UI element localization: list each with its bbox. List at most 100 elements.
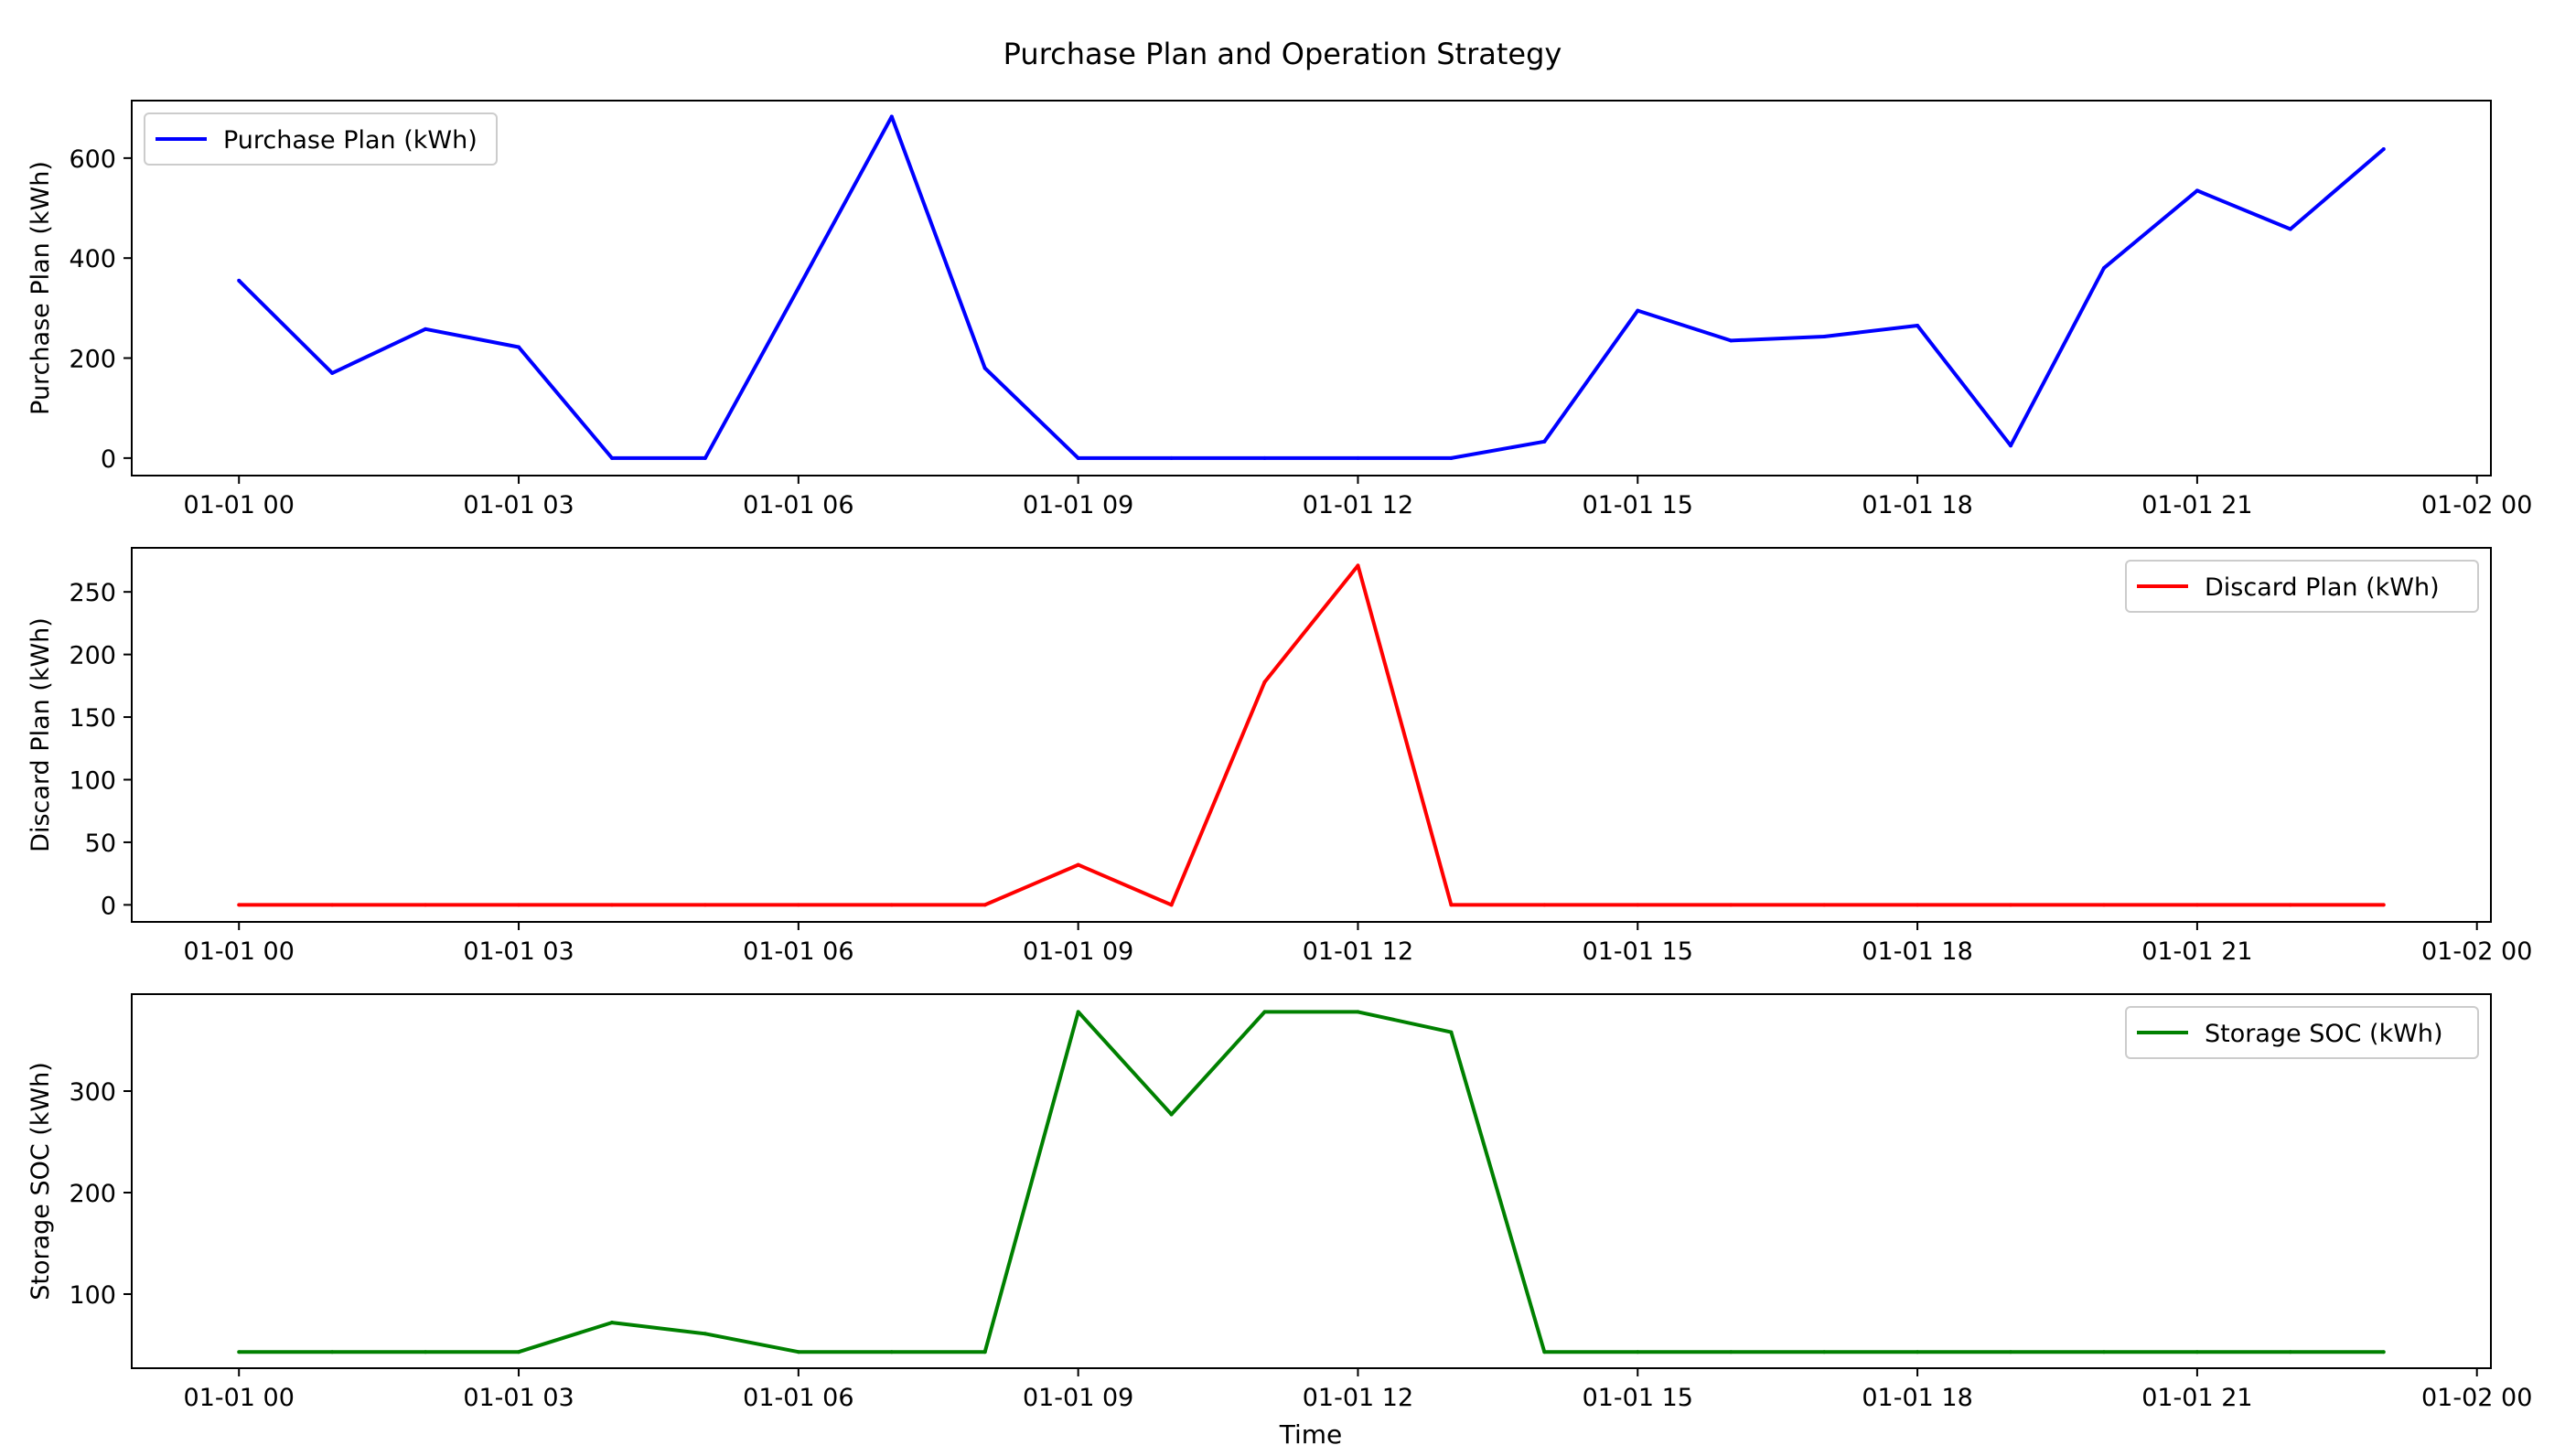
series-line: [239, 1010, 2384, 1354]
x-tick-label: 01-01 12: [1303, 491, 1413, 519]
x-tick-label: 01-02 00: [2421, 937, 2532, 966]
data-point: [1449, 903, 1454, 907]
y-tick-label: 600: [69, 145, 116, 174]
data-point: [1262, 455, 1267, 460]
data-point: [517, 345, 521, 349]
data-point: [609, 1321, 614, 1325]
x-tick-label: 01-02 00: [2421, 1384, 2532, 1412]
data-point: [330, 370, 335, 375]
data-point: [1636, 903, 1640, 907]
data-point: [609, 903, 614, 907]
data-point: [1636, 308, 1640, 313]
data-point: [517, 903, 521, 907]
data-point: [1262, 1010, 1267, 1014]
chart-panel-2: 01-01 00 01-01 03 01-01 06 01-01 09 01-01 12…: [27, 547, 2532, 966]
x-tick-label: 01-01 03: [463, 937, 574, 966]
data-point: [1356, 1010, 1360, 1014]
data-point: [2009, 903, 2013, 907]
data-point: [982, 1350, 987, 1354]
y-axis-label: Purchase Plan (kWh): [27, 161, 55, 415]
data-point: [424, 903, 428, 907]
legend-label: Purchase Plan (kWh): [223, 126, 478, 155]
x-tick-label: 01-01 09: [1023, 1384, 1133, 1412]
data-point: [2381, 903, 2386, 907]
x-tick-label: 01-01 03: [463, 1384, 574, 1412]
figure-title: Purchase Plan and Operation Strategy: [1003, 37, 1562, 71]
data-point: [330, 1350, 335, 1354]
data-point: [2195, 1350, 2199, 1354]
data-point: [2101, 1350, 2106, 1354]
data-point: [330, 903, 335, 907]
plot-frame: [131, 547, 2492, 923]
x-tick-label: 01-01 00: [184, 937, 295, 966]
data-point: [796, 286, 800, 290]
data-point: [1822, 1350, 1827, 1354]
data-point: [1356, 455, 1360, 460]
x-tick-label: 01-01 21: [2141, 937, 2252, 966]
data-point: [1169, 1112, 1174, 1117]
x-tick-label: 01-01 12: [1303, 937, 1413, 966]
data-point: [982, 366, 987, 370]
data-point: [1449, 455, 1454, 460]
data-point: [2101, 903, 2106, 907]
data-point: [1262, 680, 1267, 684]
data-point: [1169, 455, 1174, 460]
x-tick-label: 01-01 06: [743, 491, 853, 519]
data-point: [237, 278, 241, 283]
x-axis-label: Time: [1279, 1419, 1343, 1450]
x-tick-label: 01-02 00: [2421, 491, 2532, 519]
x-tick-label: 01-01 21: [2141, 1384, 2252, 1412]
data-point: [2009, 444, 2013, 448]
x-tick-label: 01-01 03: [463, 491, 574, 519]
data-point: [1822, 903, 1827, 907]
y-tick-label: 200: [69, 642, 116, 670]
legend-box: [2125, 560, 2479, 613]
y-tick-label: 200: [69, 1180, 116, 1208]
data-point: [2381, 147, 2386, 152]
data-point: [796, 1350, 800, 1354]
x-tick-label: 01-01 00: [184, 1384, 295, 1412]
data-point: [2288, 1350, 2292, 1354]
y-tick-label: 200: [69, 346, 116, 374]
data-point: [2288, 227, 2292, 231]
x-tick-label: 01-01 21: [2141, 491, 2252, 519]
data-point: [517, 1350, 521, 1354]
data-point: [1076, 862, 1080, 867]
chart-panel-1: 01-01 00 01-01 03 01-01 06 01-01 09 01-01 12…: [27, 100, 2532, 519]
data-point: [2009, 1350, 2013, 1354]
data-point: [1542, 1350, 1547, 1354]
data-point: [796, 903, 800, 907]
data-point: [2101, 266, 2106, 271]
y-tick-label: 100: [69, 1281, 116, 1310]
data-point: [889, 903, 894, 907]
data-point: [1916, 1350, 1920, 1354]
data-point: [703, 455, 707, 460]
data-point: [609, 455, 614, 460]
data-point: [2288, 903, 2292, 907]
x-tick-label: 01-01 15: [1583, 937, 1693, 966]
data-point: [703, 1332, 707, 1336]
x-tick-label: 01-01 18: [1862, 1384, 1972, 1412]
x-tick-label: 01-01 09: [1023, 491, 1133, 519]
x-tick-label: 01-01 18: [1862, 937, 1972, 966]
data-point: [424, 1350, 428, 1354]
y-tick-label: 400: [69, 245, 116, 273]
legend-box: [2125, 1006, 2479, 1059]
data-point: [1169, 903, 1174, 907]
x-tick-label: 01-01 06: [743, 1384, 853, 1412]
x-tick-label: 01-01 15: [1583, 491, 1693, 519]
data-point: [1356, 563, 1360, 568]
legend-box: [144, 112, 498, 166]
data-point: [982, 903, 987, 907]
data-point: [1729, 903, 1733, 907]
plot-frame: [131, 100, 2492, 476]
legend: Purchase Plan (kWh): [144, 112, 498, 166]
data-point: [1822, 335, 1827, 339]
data-point: [1916, 903, 1920, 907]
data-point: [889, 114, 894, 119]
y-tick-label: 150: [69, 704, 116, 733]
x-tick-label: 01-01 15: [1583, 1384, 1693, 1412]
legend: Discard Plan (kWh): [2125, 560, 2479, 613]
data-point: [2381, 1350, 2386, 1354]
